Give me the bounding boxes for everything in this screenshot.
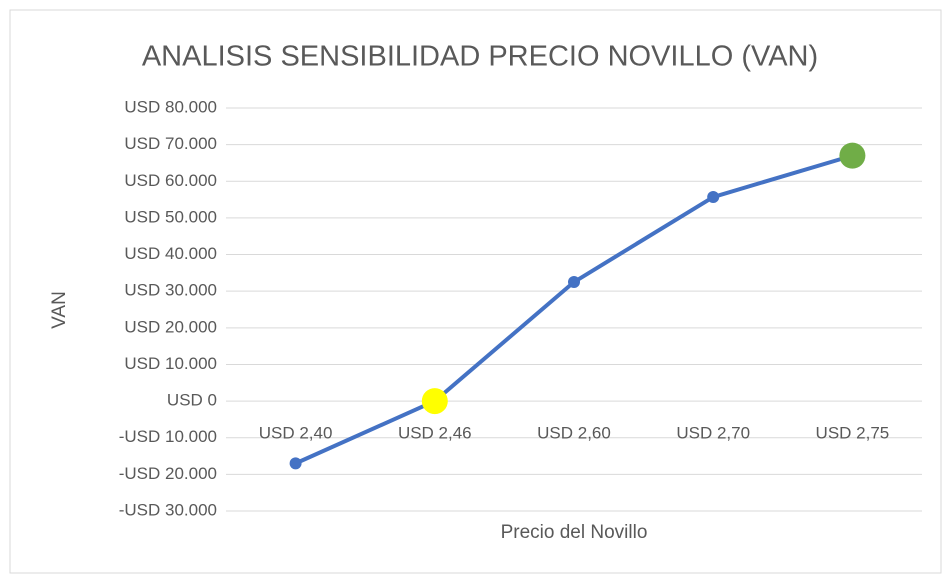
y-tick-label: USD 20.000 xyxy=(124,317,217,336)
x-tick-label: USD 2,40 xyxy=(259,424,333,443)
y-tick-label: USD 40.000 xyxy=(124,244,217,263)
chart-title: ANALISIS SENSIBILIDAD PRECIO NOVILLO (VA… xyxy=(142,41,818,73)
y-axis-title: VAN xyxy=(49,291,70,329)
marker xyxy=(839,142,866,169)
y-tick-label: USD 80.000 xyxy=(124,97,217,116)
x-tick-label: USD 2,60 xyxy=(537,424,611,443)
y-tick-label: USD 10.000 xyxy=(124,354,217,373)
y-tick-label: USD 70.000 xyxy=(124,134,217,153)
y-tick-label: -USD 10.000 xyxy=(119,427,217,446)
y-tick-label: USD 60.000 xyxy=(124,171,217,190)
x-axis-title: Precio del Novillo xyxy=(501,522,648,543)
y-tick-label: USD 0 xyxy=(167,391,217,410)
y-tick-label: -USD 20.000 xyxy=(119,464,217,483)
marker xyxy=(289,457,302,470)
marker xyxy=(421,388,448,415)
marker xyxy=(568,276,580,289)
x-tick-label: USD 2,70 xyxy=(676,424,750,443)
x-tick-label: USD 2,46 xyxy=(398,424,472,443)
marker xyxy=(707,191,720,204)
y-tick-label: USD 50.000 xyxy=(124,207,217,226)
y-tick-label: USD 30.000 xyxy=(124,281,217,300)
x-tick-label: USD 2,75 xyxy=(816,424,890,443)
y-tick-label: -USD 30.000 xyxy=(119,500,217,519)
